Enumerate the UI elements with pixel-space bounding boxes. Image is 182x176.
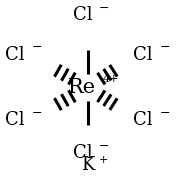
Text: Cl: Cl <box>73 6 92 24</box>
Text: 4+: 4+ <box>103 74 120 84</box>
Text: −: − <box>159 107 170 120</box>
Text: Cl: Cl <box>133 46 153 64</box>
Text: K: K <box>81 156 94 174</box>
Text: −: − <box>159 41 170 54</box>
Text: +: + <box>99 155 108 165</box>
Text: Cl: Cl <box>5 46 25 64</box>
Text: −: − <box>31 41 42 54</box>
Text: −: − <box>99 140 109 153</box>
Text: Cl: Cl <box>73 144 92 162</box>
Text: −: − <box>99 1 109 14</box>
Text: −: − <box>31 107 42 120</box>
Text: Cl: Cl <box>5 111 25 129</box>
Text: Re: Re <box>68 78 96 97</box>
Text: Cl: Cl <box>133 111 153 129</box>
